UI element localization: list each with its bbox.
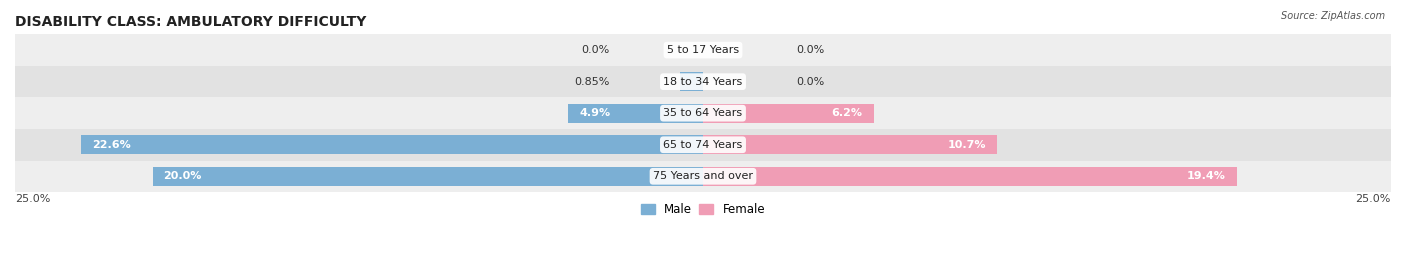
Text: 5 to 17 Years: 5 to 17 Years [666,45,740,55]
Bar [15,161,1391,192]
Text: 75 Years and over: 75 Years and over [652,171,754,181]
Bar [153,167,703,186]
Text: 4.9%: 4.9% [579,108,610,118]
Bar [15,34,1391,66]
Bar [703,135,997,154]
Text: 6.2%: 6.2% [831,108,863,118]
Text: 22.6%: 22.6% [91,140,131,150]
Text: DISABILITY CLASS: AMBULATORY DIFFICULTY: DISABILITY CLASS: AMBULATORY DIFFICULTY [15,15,367,29]
Text: 0.0%: 0.0% [581,45,609,55]
Bar [82,135,703,154]
Bar [703,104,873,123]
Text: 0.85%: 0.85% [574,77,609,87]
Text: 0.0%: 0.0% [797,77,825,87]
Text: 18 to 34 Years: 18 to 34 Years [664,77,742,87]
Text: 35 to 64 Years: 35 to 64 Years [664,108,742,118]
Bar [15,129,1391,161]
Text: 0.0%: 0.0% [797,45,825,55]
Bar [703,167,1237,186]
Bar [15,98,1391,129]
Bar [679,72,703,91]
Text: 65 to 74 Years: 65 to 74 Years [664,140,742,150]
Bar [568,104,703,123]
Text: Source: ZipAtlas.com: Source: ZipAtlas.com [1281,11,1385,21]
Text: 25.0%: 25.0% [1355,194,1391,204]
Text: 19.4%: 19.4% [1187,171,1226,181]
Text: 25.0%: 25.0% [15,194,51,204]
Text: 10.7%: 10.7% [948,140,987,150]
Bar [15,66,1391,98]
Text: 20.0%: 20.0% [163,171,202,181]
Legend: Male, Female: Male, Female [636,198,770,221]
